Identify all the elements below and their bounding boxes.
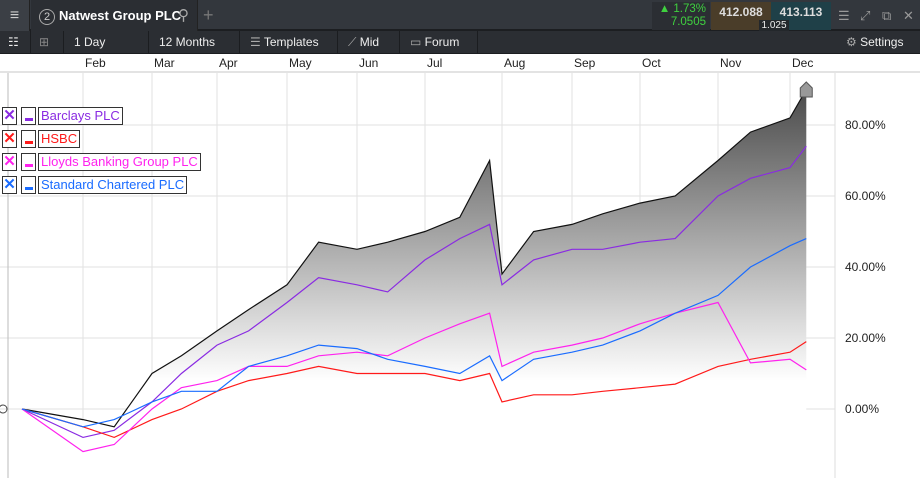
main-series-line [21,89,807,428]
add-tab-button[interactable]: + [203,5,214,25]
expand-icon[interactable]: ⤢ [860,8,871,23]
x-tick-label: Aug [504,56,526,70]
forum-button[interactable]: ▭ Forum [400,31,478,54]
legend-item: ✕ HSBC [2,128,201,149]
legend-item: ✕ Lloyds Banking Group PLC [2,152,201,173]
x-tick-label: May [289,56,312,70]
line-style-button[interactable] [21,153,36,172]
tab-title: Natwest Group PLC [59,8,182,23]
y-tick-label: 80.00% [845,118,886,132]
line-style-button[interactable] [21,106,36,125]
close-icon[interactable]: ✕ [903,8,914,23]
x-tick-label: Jun [359,56,379,70]
x-axis: Feb Mar Apr May Jun Jul Aug Sep Oct Nov Dec [0,55,920,73]
start-marker [0,404,8,414]
y-tick-label: 0.00% [845,402,880,416]
layout-icon[interactable]: ⊞ [31,31,64,54]
y-tick-label: 40.00% [845,260,886,274]
popout-icon[interactable]: ⧉ [882,8,892,23]
interval-button[interactable]: 1 Day [64,31,149,54]
x-tick-label: Feb [85,56,106,70]
x-tick-label: Oct [642,56,661,70]
x-tick-label: Jul [427,56,443,70]
x-tick-label: Sep [574,56,596,70]
legend-label[interactable]: Barclays PLC [38,106,123,125]
x-tick-label: Apr [219,56,238,70]
spread-value: 1.025 [759,20,789,32]
comparison-chart[interactable] [0,73,920,478]
remove-series-icon[interactable]: ✕ [2,176,17,195]
price-type-button[interactable]: ⟋ Mid [338,31,400,54]
line-chart-icon: ⟋ [348,35,360,49]
settings-button[interactable]: ⚙ Settings [846,35,904,49]
gear-icon: ⚙ [846,35,861,49]
remove-series-icon[interactable]: ✕ [2,106,17,125]
current-price-marker [799,81,813,98]
chart-toolbar: ☷ ⊞ 1 Day 12 Months ☰ Templates ⟋ Mid ▭ … [0,31,920,54]
legend-label[interactable]: HSBC [38,129,81,148]
legend: ✕ Barclays PLC ✕ HSBC ✕ Lloyds Banking Group … [2,105,201,198]
x-tick-label: Dec [792,56,814,70]
top-bar: ≡ 2 Natwest Group PLC ⚲ + ▲ 1.73% 7.0505 4… [0,0,920,32]
line-style-button[interactable] [21,129,36,148]
period-button[interactable]: 12 Months [149,31,240,54]
series-line-lloyds-banking-group-plc [21,301,807,453]
search-icon[interactable]: ⚲ [178,7,189,24]
y-tick-label: 20.00% [845,331,886,345]
legend-label[interactable]: Standard Chartered PLC [38,176,188,195]
main-series-area [22,89,807,478]
sell-price-button[interactable]: 412.088 [711,2,771,30]
series-line-standard-chartered-plc [21,238,807,428]
legend-label[interactable]: Lloyds Banking Group PLC [38,153,201,172]
remove-series-icon[interactable]: ✕ [2,153,17,172]
legend-item: ✕ Barclays PLC [2,105,201,126]
y-tick-label: 60.00% [845,189,886,203]
sliders-icon: ☰ [250,35,264,49]
price-change: ▲ 1.73% 7.0505 [652,2,710,30]
speech-bubble-icon: ▭ [410,35,425,49]
line-style-button[interactable] [21,176,36,195]
series-line-barclays-plc [21,145,807,439]
series-line-hsbc [21,341,807,439]
templates-button[interactable]: ☰ Templates [240,31,338,54]
x-tick-label: Nov [720,56,742,70]
legend-item: ✕ Standard Chartered PLC [2,175,201,196]
instrument-tab[interactable]: 2 Natwest Group PLC ⚲ [31,0,198,31]
drag-handle-icon[interactable]: ☰ [838,8,850,23]
tab-number: 2 [39,9,55,25]
list-icon[interactable]: ☷ [0,31,31,54]
up-arrow-icon: ▲ [658,3,674,15]
remove-series-icon[interactable]: ✕ [2,129,17,148]
x-tick-label: Mar [154,56,175,70]
hamburger-icon[interactable]: ≡ [0,0,30,31]
